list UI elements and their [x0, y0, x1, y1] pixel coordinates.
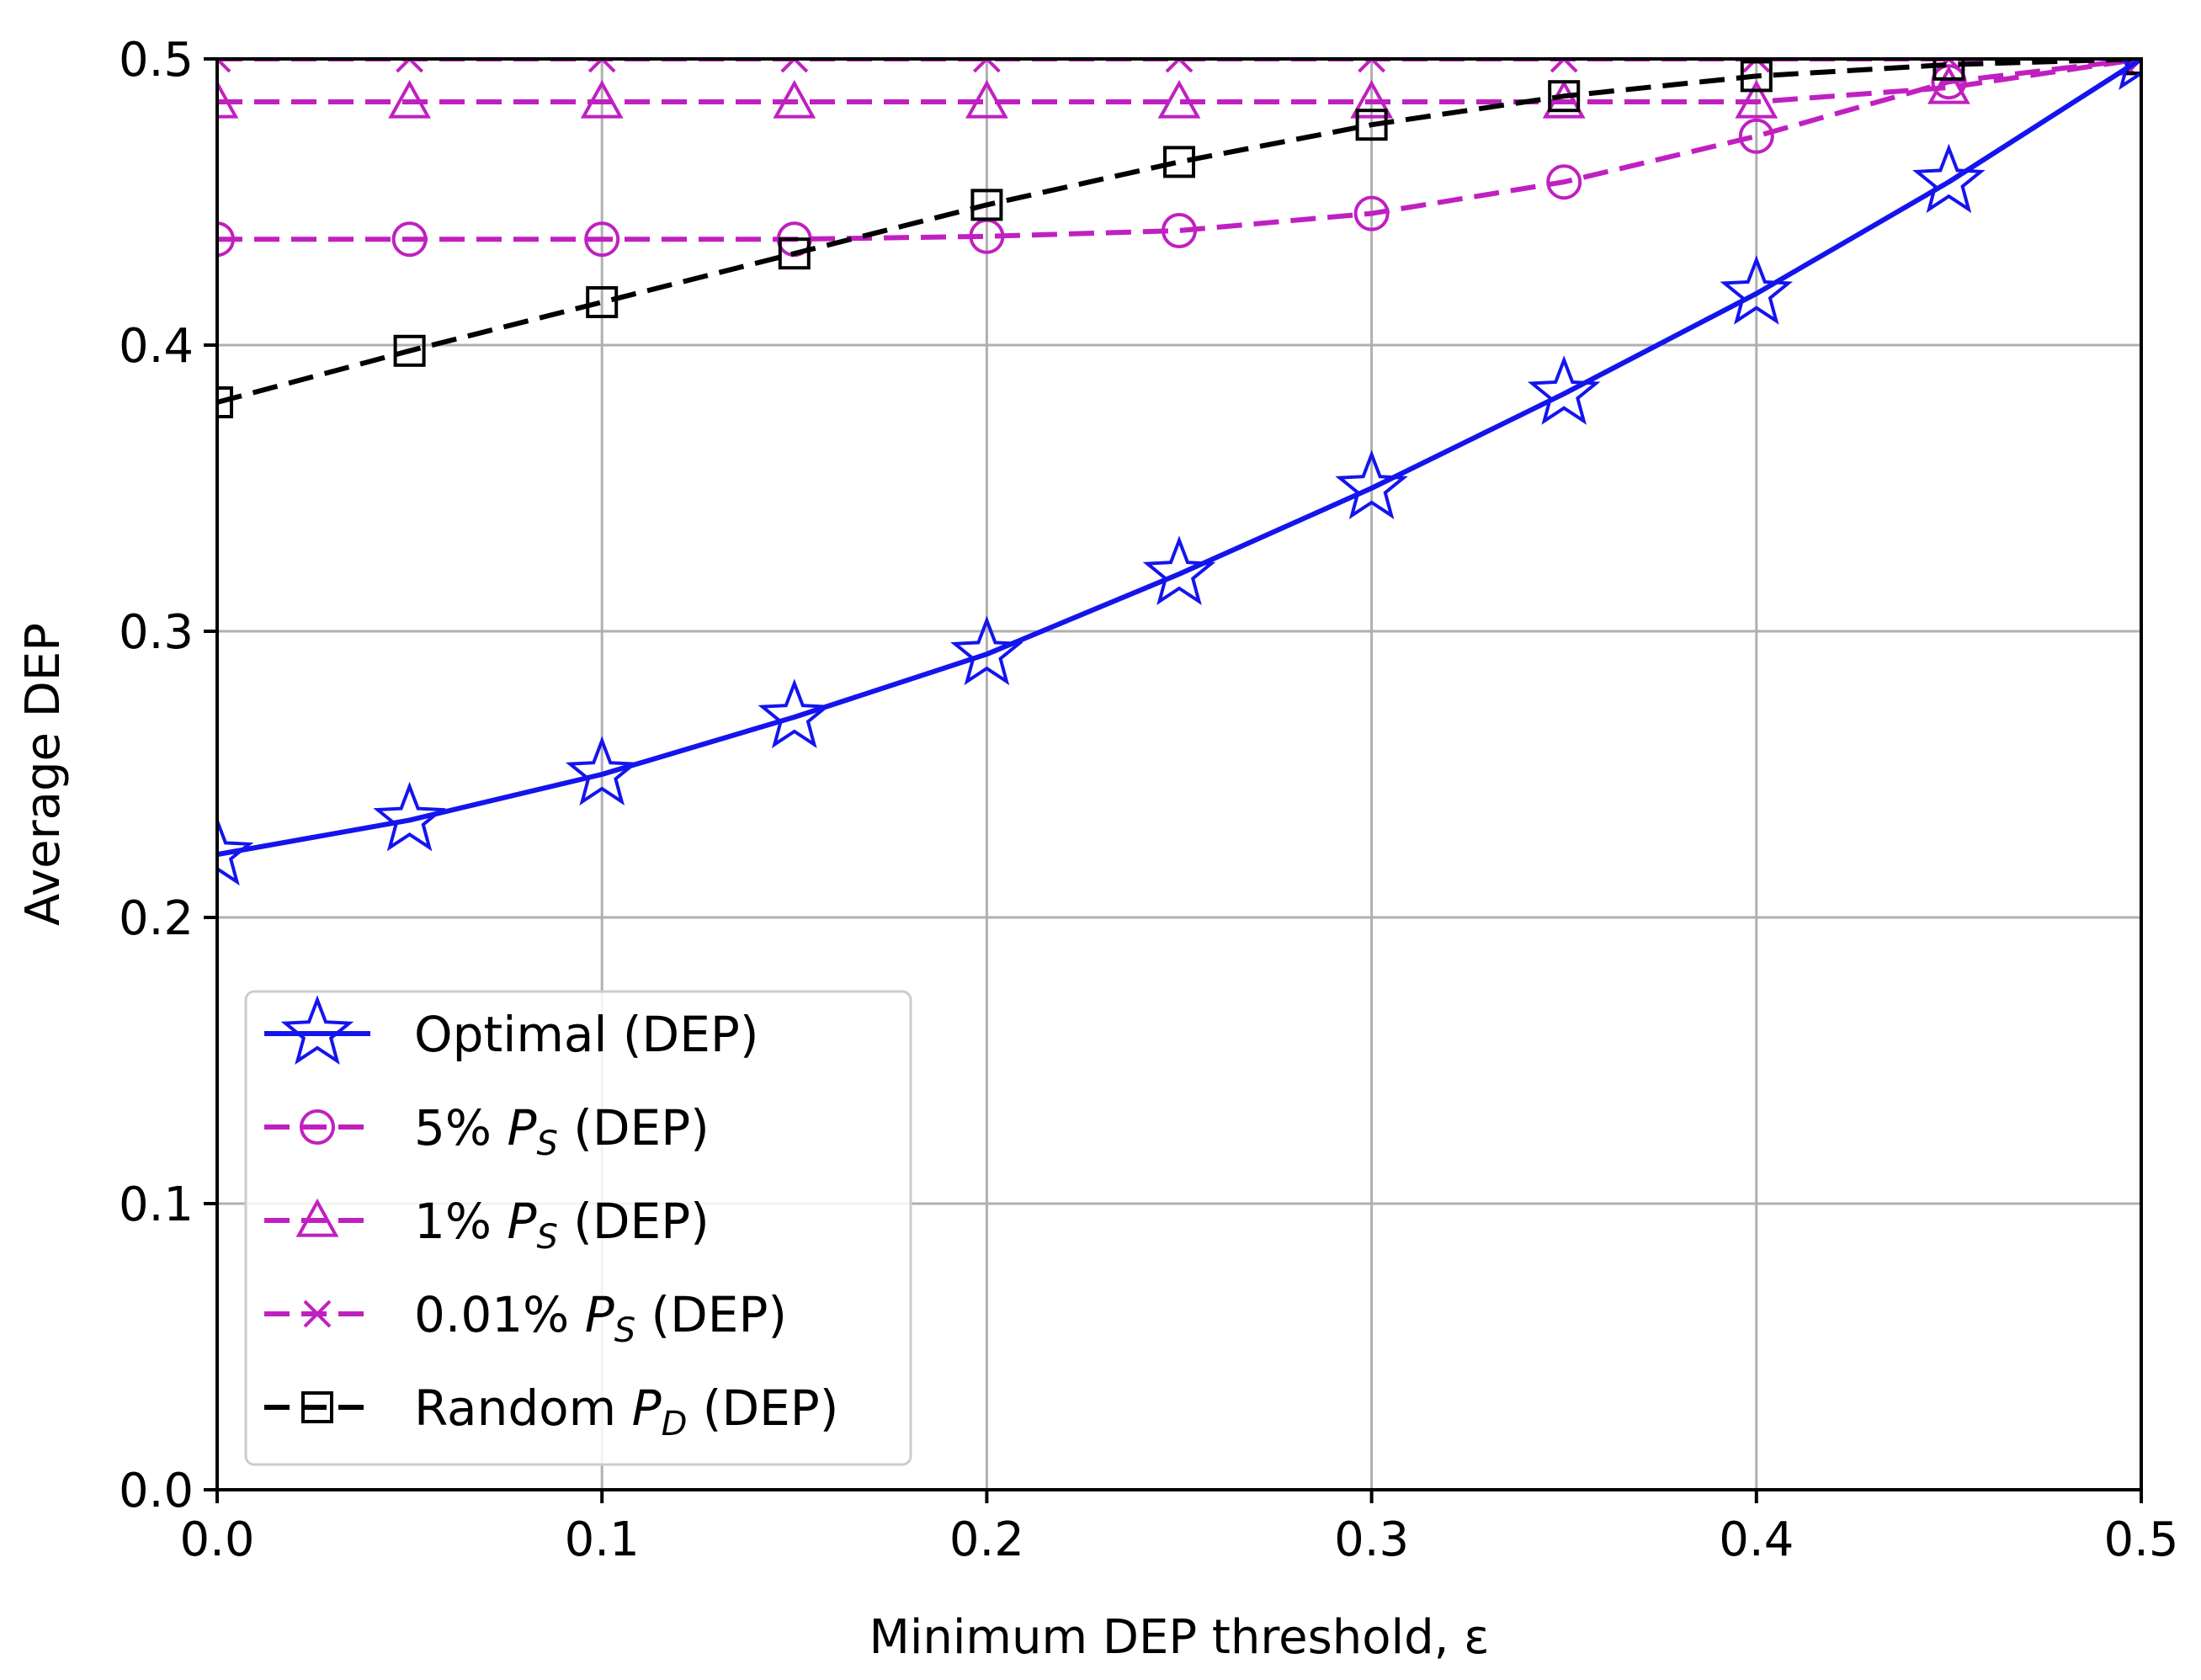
data-point-circle: [217, 221, 235, 258]
data-point-circle: [1353, 195, 1390, 231]
x-tick-label: 0.5: [2103, 1513, 2178, 1567]
y-tick-label: 0.5: [119, 33, 194, 88]
data-point-square: [1163, 146, 1195, 178]
legend-item: Optimal (DEP): [264, 995, 758, 1065]
series-star-group: [217, 59, 2141, 886]
legend-label: 1% PS (DEP): [414, 1193, 710, 1257]
data-point-star: [1335, 449, 1408, 519]
data-point-circle: [1162, 213, 1197, 248]
series-line: [217, 59, 2141, 104]
data-point-star: [1142, 535, 1216, 605]
legend-marker-circle: [300, 1109, 335, 1145]
data-point-x: [780, 59, 809, 73]
data-point-triangle: [1927, 65, 1970, 104]
data-point-star: [565, 736, 639, 805]
data-point-x: [217, 59, 231, 73]
data-point-x: [1550, 59, 1578, 73]
data-point-square: [217, 386, 233, 418]
data-point-x: [1165, 59, 1194, 73]
axis-ticks: 0.0 0.1 0.2 0.3 0.4 0.5 0.0 0.1 0.2 0.3 0.4 0.5: [119, 33, 2179, 1567]
data-point-square: [1740, 60, 1773, 93]
legend-item: 0.01% PS (DEP): [264, 1286, 787, 1350]
data-point-square: [970, 189, 1003, 221]
data-point-square: [778, 237, 811, 270]
legend-box: [244, 990, 912, 1466]
data-point-triangle: [1350, 79, 1393, 119]
y-tick-label: 0.3: [119, 605, 194, 660]
data-point-circle: [584, 221, 620, 258]
series-triangle-group: [217, 59, 2141, 119]
legend-item: Random PD (DEP): [264, 1380, 838, 1443]
legend-label: 0.01% PS (DEP): [414, 1286, 787, 1350]
data-point-circle: [1931, 64, 1967, 100]
y-tick-label: 0.2: [119, 891, 194, 946]
legend-label: Optimal (DEP): [414, 1006, 758, 1063]
x-tick-label: 0.0: [179, 1513, 254, 1567]
data-point-triangle: [217, 79, 239, 119]
series-layer: [217, 59, 2141, 886]
x-axis-title: Minimum DEP threshold, ε: [869, 1610, 1490, 1665]
data-point-triangle: [773, 79, 816, 119]
data-point-square: [1355, 109, 1388, 141]
y-axis-title: Average DEP: [16, 623, 71, 926]
data-point-circle: [1738, 118, 1774, 154]
data-point-triangle: [388, 79, 431, 119]
legend-label: 5% PS (DEP): [414, 1099, 710, 1163]
data-point-star: [950, 615, 1023, 686]
y-tick-label: 0.1: [119, 1178, 194, 1232]
data-point-star: [1720, 255, 1794, 325]
data-point-triangle: [580, 79, 624, 119]
y-tick-label: 0.4: [119, 319, 194, 374]
data-point-square: [393, 334, 426, 367]
data-point-x: [587, 59, 616, 73]
x-tick-label: 0.4: [1719, 1513, 1794, 1567]
data-point-x: [1742, 59, 1771, 73]
series-square-group: [217, 59, 2141, 418]
data-point-star: [1912, 143, 1986, 214]
data-point-square: [1933, 59, 1965, 81]
data-point-triangle: [1157, 79, 1201, 119]
x-tick-label: 0.2: [949, 1513, 1024, 1567]
x-tick-label: 0.3: [1334, 1513, 1409, 1567]
legend-label: Random PD (DEP): [414, 1380, 838, 1443]
data-point-star: [758, 678, 832, 748]
legend-marker-star: [280, 995, 354, 1065]
legend-item: 5% PS (DEP): [264, 1099, 710, 1163]
x-tick-label: 0.1: [565, 1513, 640, 1567]
data-point-triangle: [965, 79, 1008, 119]
legend-marker-triangle: [295, 1198, 339, 1237]
data-point-circle: [1546, 164, 1582, 200]
data-point-square: [1548, 80, 1581, 113]
data-point-x: [972, 59, 1001, 73]
data-point-star: [1527, 355, 1601, 425]
series-line: [217, 59, 2141, 858]
data-point-x: [1358, 59, 1386, 73]
legend-marker-x: [303, 1300, 332, 1328]
series-line: [217, 59, 2141, 242]
data-point-circle: [391, 221, 428, 258]
y-tick-label: 0.0: [119, 1464, 194, 1518]
data-point-x: [396, 59, 424, 73]
legend: Optimal (DEP) 5% PS (DEP) 1% PS (DEP) 0.01%…: [244, 990, 912, 1466]
data-point-triangle: [1735, 79, 1778, 119]
data-point-square: [586, 286, 619, 318]
plot-frame: [215, 57, 2143, 1491]
data-point-x: [2127, 59, 2141, 73]
legend-marker-square: [301, 1391, 333, 1423]
legend-item: 1% PS (DEP): [264, 1193, 710, 1257]
series-line: [217, 59, 2141, 405]
data-point-star: [373, 781, 446, 852]
data-point-star: [217, 816, 254, 886]
